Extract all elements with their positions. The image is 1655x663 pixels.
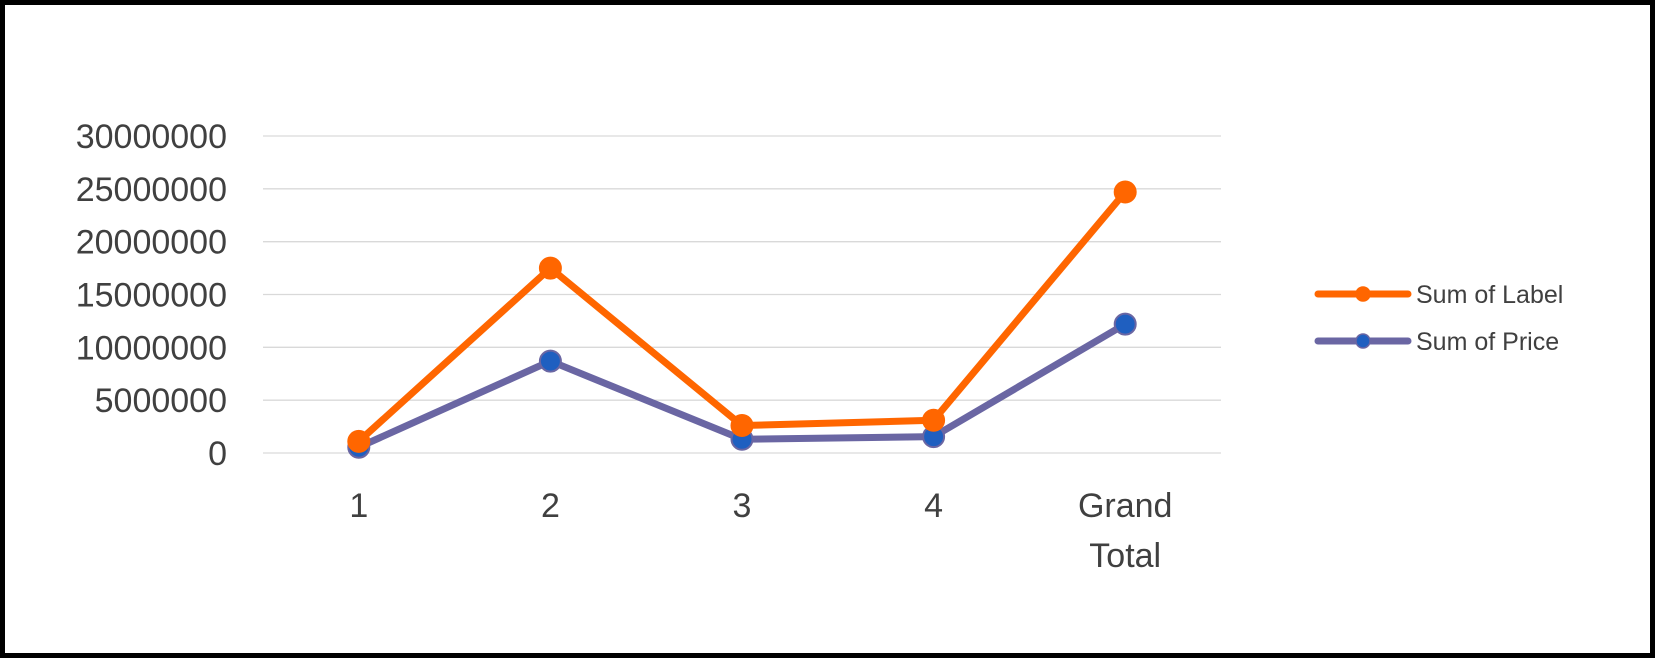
data-point xyxy=(538,349,562,373)
legend-label: Sum of Price xyxy=(1416,328,1559,356)
x-tick-label: Grand Total xyxy=(1078,487,1173,575)
gridlines xyxy=(263,135,1221,454)
y-tick-label: 20000000 xyxy=(76,224,227,262)
legend: Sum of Label Sum of Price xyxy=(1314,281,1563,356)
data-point xyxy=(1113,180,1137,204)
series-0 xyxy=(347,180,1137,453)
series-1 xyxy=(347,312,1137,459)
legend-label: Sum of Label xyxy=(1416,281,1563,309)
x-tick-label-line: Total xyxy=(1089,537,1161,575)
series-line xyxy=(355,188,1129,445)
y-tick-label: 10000000 xyxy=(76,329,227,367)
y-axis-tick-labels: 0 5000000 10000000 15000000 20000000 25000000… xyxy=(76,118,227,473)
y-tick-label: 30000000 xyxy=(76,118,227,156)
x-tick-label-line: 4 xyxy=(924,487,943,525)
x-tick-label-line: Grand xyxy=(1078,487,1173,525)
x-tick-label: 4 xyxy=(924,487,943,525)
y-tick-label: 0 xyxy=(208,435,227,473)
x-tick-label-line: 3 xyxy=(733,487,752,525)
data-point xyxy=(730,414,754,438)
data-point xyxy=(1113,312,1137,336)
legend-marker-swatch xyxy=(1355,333,1371,349)
y-tick-label: 5000000 xyxy=(95,382,227,420)
x-tick-label: 2 xyxy=(541,487,560,525)
y-tick-label: 25000000 xyxy=(76,171,227,209)
series-lines xyxy=(347,180,1137,459)
line-chart: 0 5000000 10000000 15000000 20000000 25000000… xyxy=(76,118,1564,575)
data-point xyxy=(347,429,371,453)
x-axis-tick-labels: 1 2 3 4 Grand Total xyxy=(349,487,1172,575)
y-tick-label: 15000000 xyxy=(76,277,227,315)
legend-item: Sum of Price xyxy=(1314,328,1559,356)
legend-marker-swatch xyxy=(1355,286,1371,302)
x-tick-label-line: 2 xyxy=(541,487,560,525)
data-point xyxy=(538,256,562,280)
data-point xyxy=(922,408,946,432)
x-tick-label-line: 1 xyxy=(349,487,368,525)
x-tick-label: 1 xyxy=(349,487,368,525)
x-tick-label: 3 xyxy=(733,487,752,525)
legend-item: Sum of Label xyxy=(1314,281,1563,309)
